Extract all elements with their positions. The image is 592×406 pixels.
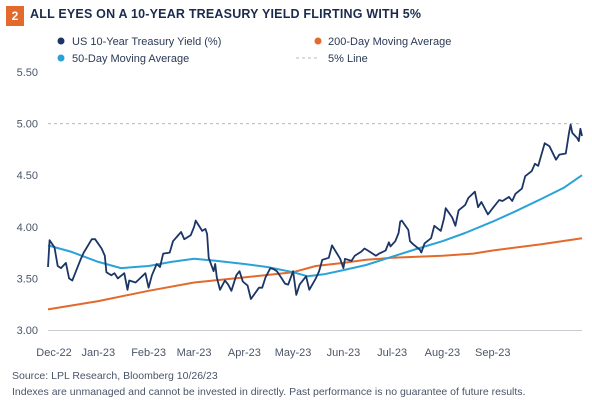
y-tick-label: 3.00: [17, 325, 38, 337]
x-tick-label: Jun-23: [327, 347, 361, 359]
x-tick-label: Apr-23: [228, 347, 261, 359]
x-tick-label: May-23: [275, 347, 312, 359]
series-layer: [47, 123, 583, 311]
y-tick-label: 4.00: [17, 222, 38, 234]
y-tick-label: 5.50: [17, 67, 38, 79]
disclaimer-note: Indexes are unmanaged and cannot be inve…: [12, 386, 526, 398]
x-tick-label: Sep-23: [475, 347, 510, 359]
legend-label-yield: US 10-Year Treasury Yield (%): [72, 36, 221, 48]
series-line-yield: [47, 123, 583, 300]
legend-marker-yield: [57, 37, 65, 45]
x-tick-label: Feb-23: [131, 347, 166, 359]
y-tick-label: 3.50: [17, 273, 38, 285]
legend-label-ma200: 200-Day Moving Average: [328, 36, 451, 48]
legend: US 10-Year Treasury Yield (%) 200-Day Mo…: [57, 36, 451, 65]
legend-item-ma200: 200-Day Moving Average: [314, 36, 451, 48]
legend-label-5pct: 5% Line: [328, 53, 368, 65]
y-axis: 3.00 3.50 4.00 4.50 5.00 5.50: [17, 67, 38, 337]
legend-label-ma50: 50-Day Moving Average: [72, 53, 189, 65]
figure-number-badge: 2: [6, 6, 24, 26]
series-line-ma50: [47, 174, 583, 278]
legend-item-5pct: 5% Line: [296, 53, 368, 65]
x-tick-label: Mar-23: [177, 347, 212, 359]
legend-marker-ma200: [314, 37, 322, 45]
x-tick-label: Aug-23: [425, 347, 460, 359]
series-line-ma200: [47, 237, 583, 311]
x-axis: Dec-22 Jan-23 Feb-23 Mar-23 Apr-23 May-23 Jun-…: [36, 330, 582, 359]
x-tick-label: Jul-23: [377, 347, 407, 359]
x-tick-label: Dec-22: [36, 347, 71, 359]
legend-item-ma50: 50-Day Moving Average: [57, 53, 189, 65]
legend-marker-ma50: [57, 54, 65, 62]
y-tick-label: 5.00: [17, 119, 38, 131]
y-tick-label: 4.50: [17, 170, 38, 182]
source-note: Source: LPL Research, Bloomberg 10/26/23: [12, 370, 218, 382]
chart-title: ALL EYES ON A 10-YEAR TREASURY YIELD FLI…: [30, 7, 422, 21]
x-tick-label: Jan-23: [81, 347, 115, 359]
legend-item-yield: US 10-Year Treasury Yield (%): [57, 36, 221, 48]
footer: Source: LPL Research, Bloomberg 10/26/23…: [12, 368, 525, 400]
